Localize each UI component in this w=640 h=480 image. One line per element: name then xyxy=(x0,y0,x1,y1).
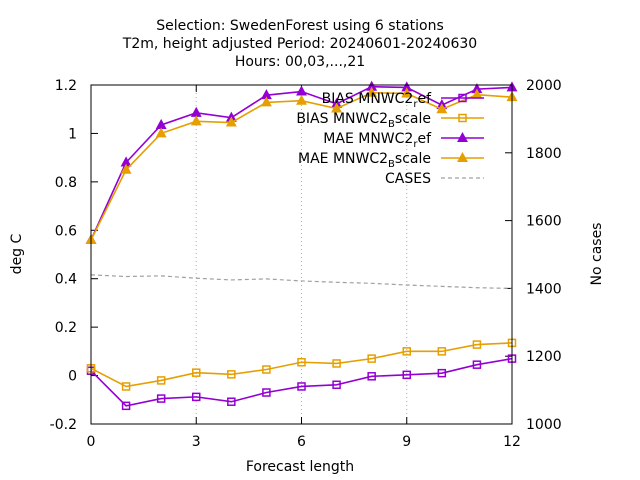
data-point xyxy=(472,340,482,349)
data-point xyxy=(331,102,343,113)
legend-entry: BIAS MNWC2ref xyxy=(322,91,484,110)
data-point xyxy=(367,354,376,363)
series-layer xyxy=(85,80,518,411)
legend-sample-marker xyxy=(457,151,468,162)
data-point xyxy=(366,86,378,97)
legend-label: MAE MNWC2Bscale xyxy=(298,151,431,170)
series-line xyxy=(90,357,513,407)
data-point xyxy=(297,382,306,391)
y2-tick-label: 1400 xyxy=(526,281,562,297)
data-point xyxy=(367,372,376,381)
chart-title: Selection: SwedenForest using 6 stations… xyxy=(122,18,477,70)
series-4 xyxy=(85,86,518,244)
legend-label: BIAS MNWC2Bscale xyxy=(296,111,431,130)
axis-ticks: 0 3 6 9 12 -0.2 0 0.2 0.4 0.6 0.8 1 1.2 1000 1200 1400 1… xyxy=(50,78,562,450)
y-tick-label: 0.2 xyxy=(55,320,77,336)
data-point xyxy=(120,163,132,174)
data-point xyxy=(192,392,201,402)
data-point xyxy=(437,368,447,378)
data-point xyxy=(262,388,271,397)
x-axis-label: Forecast length xyxy=(246,459,354,475)
data-point xyxy=(402,347,411,356)
legend-label: BIAS MNWC2ref xyxy=(322,91,432,110)
y2-axis-label: No cases xyxy=(589,223,605,286)
legend-sample-marker xyxy=(458,93,467,103)
data-point xyxy=(297,358,306,367)
series-1 xyxy=(86,354,517,411)
legend-entry: MAE MNWC2ref xyxy=(323,131,484,150)
data-point xyxy=(156,376,166,385)
data-point xyxy=(192,368,201,377)
data-point xyxy=(402,370,411,380)
data-point xyxy=(155,127,167,138)
title-line-3: Hours: 00,03,...,21 xyxy=(235,54,365,70)
data-point xyxy=(296,94,307,105)
legend-sample-marker xyxy=(457,131,468,142)
data-point xyxy=(190,106,202,117)
data-point xyxy=(121,382,131,391)
y2-tick-label: 1000 xyxy=(526,417,562,433)
grid xyxy=(195,85,408,424)
series-5 xyxy=(90,274,513,289)
data-point xyxy=(296,85,307,96)
y2-tick-label: 2000 xyxy=(526,78,562,94)
data-point xyxy=(156,394,166,403)
x-tick-label: 3 xyxy=(192,434,201,450)
y2-tick-label: 1200 xyxy=(526,349,562,365)
data-point xyxy=(401,87,413,98)
legend-entry: CASES xyxy=(385,171,484,187)
title-line-2: T2m, height adjusted Period: 20240601-20… xyxy=(122,36,477,52)
x-tick-label: 0 xyxy=(87,434,96,450)
legend-entry: BIAS MNWC2Bscale xyxy=(296,111,484,130)
y-tick-label: 1 xyxy=(68,126,77,142)
y-tick-label: 0.4 xyxy=(55,272,77,288)
legend-entry: MAE MNWC2Bscale xyxy=(298,151,484,170)
data-point xyxy=(332,380,341,390)
legend-label: MAE MNWC2ref xyxy=(323,131,432,150)
y-tick-label: 1.2 xyxy=(55,78,77,94)
y-tick-label: -0.2 xyxy=(50,417,77,433)
series-line xyxy=(90,274,513,289)
x-tick-label: 9 xyxy=(402,434,411,450)
data-point xyxy=(227,370,236,379)
data-point xyxy=(436,103,448,114)
x-tick-label: 6 xyxy=(297,434,306,450)
legend-label: CASES xyxy=(385,171,431,187)
data-point xyxy=(225,116,237,127)
y2-tick-label: 1600 xyxy=(526,214,562,230)
legend-sample-marker xyxy=(458,113,467,123)
y-tick-label: 0 xyxy=(68,369,77,385)
title-line-1: Selection: SwedenForest using 6 stations xyxy=(156,18,444,34)
data-point xyxy=(472,360,482,369)
data-point xyxy=(190,115,202,126)
data-point xyxy=(121,401,131,411)
x-tick-label: 12 xyxy=(503,434,521,450)
y-tick-label: 0.6 xyxy=(55,223,77,239)
y2-tick-label: 1800 xyxy=(526,146,562,162)
data-point xyxy=(227,397,236,406)
data-point xyxy=(332,359,341,368)
y-tick-label: 0.8 xyxy=(55,175,77,191)
plot-frame xyxy=(90,84,513,425)
data-point xyxy=(260,96,272,107)
data-point xyxy=(262,365,271,374)
y-axis-label: deg C xyxy=(9,233,25,274)
data-point xyxy=(437,347,447,356)
series-line xyxy=(90,342,513,388)
